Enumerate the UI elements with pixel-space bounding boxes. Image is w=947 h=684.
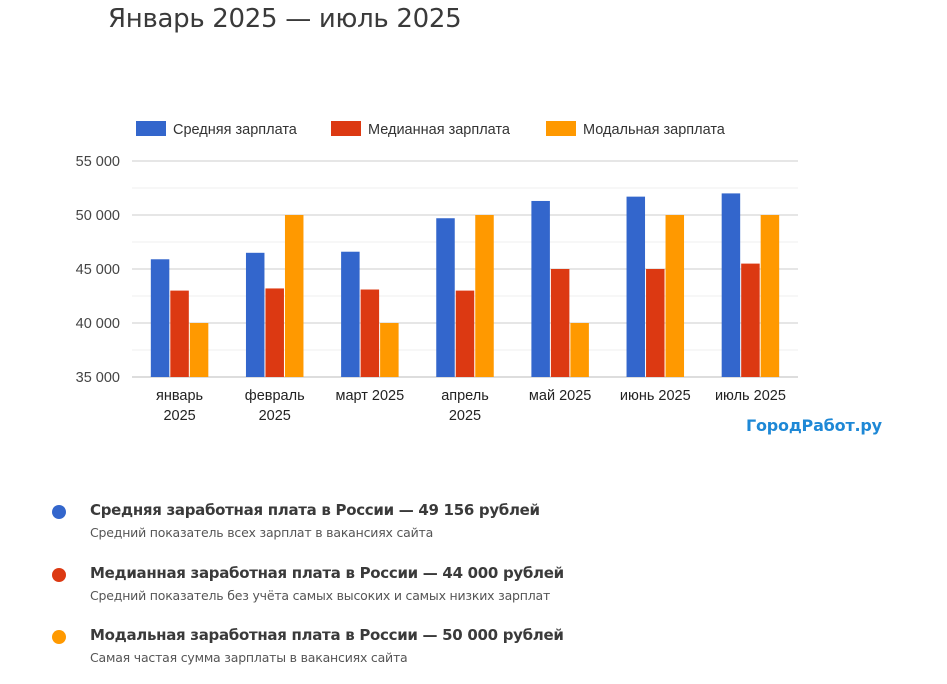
x-tick-label: январь xyxy=(156,388,203,404)
note-modal-salary: Модальная заработная плата в России — 50… xyxy=(52,623,752,684)
bar xyxy=(570,323,589,377)
y-tick-label: 40 000 xyxy=(76,316,120,332)
bar xyxy=(721,193,741,377)
chart-legend: Средняя зарплата Медианная зарплата Модаль… xyxy=(136,121,726,138)
legend-swatch xyxy=(546,121,576,136)
note-title: Модальная заработная плата в России — 50… xyxy=(90,626,564,644)
bar xyxy=(284,215,304,377)
bar xyxy=(475,215,494,377)
bar xyxy=(436,218,455,377)
y-tick-label: 50 000 xyxy=(76,208,120,224)
note-title: Средняя заработная плата в России — 49 1… xyxy=(90,501,540,519)
bar xyxy=(265,288,284,377)
bar xyxy=(150,259,170,377)
bar xyxy=(760,215,780,377)
x-tick-label: март 2025 xyxy=(335,388,404,404)
salary-bar-chart: Средняя зарплата Медианная зарплата Модаль… xyxy=(76,121,798,424)
bar xyxy=(360,289,380,377)
x-axis: январь 2025 февраль 2025 март 2025 апрель 2025… xyxy=(156,388,786,424)
orange-dot-icon xyxy=(52,630,66,644)
legend-label: Средняя зарплата xyxy=(173,122,298,138)
bar xyxy=(189,323,209,377)
page-title: Январь 2025 — июль 2025 xyxy=(108,4,462,34)
salary-notes-list: Средняя заработная плата в России — 49 1… xyxy=(52,498,752,684)
y-axis: 35 000 40 000 45 000 50 000 55 000 xyxy=(76,154,120,386)
site-logo-watermark: ГородРабот.ру xyxy=(746,416,882,435)
note-description: Средний показатель всех зарплат в ваканс… xyxy=(90,525,434,540)
legend-label: Медианная зарплата xyxy=(368,122,511,138)
blue-dot-icon xyxy=(52,505,66,519)
bar xyxy=(665,215,685,377)
x-tick-label: 2025 xyxy=(259,408,291,424)
x-tick-label: 2025 xyxy=(163,408,195,424)
bar xyxy=(455,290,475,377)
bar xyxy=(170,290,189,377)
x-tick-label: май 2025 xyxy=(529,388,591,404)
bar xyxy=(380,323,399,377)
red-dot-icon xyxy=(52,567,66,582)
x-tick-label: июнь 2025 xyxy=(620,388,691,404)
note-median-salary: Медианная заработная плата в России — 44… xyxy=(52,561,752,624)
legend-swatch xyxy=(331,121,361,136)
legend-swatch xyxy=(136,121,166,136)
x-tick-label: апрель xyxy=(441,388,489,404)
x-tick-label: 2025 xyxy=(449,408,481,424)
bar xyxy=(626,196,646,377)
legend-label: Модальная зарплата xyxy=(583,122,726,138)
y-tick-label: 55 000 xyxy=(76,154,120,170)
note-title: Медианная заработная плата в России — 44… xyxy=(90,563,564,582)
bar xyxy=(341,251,360,377)
bar xyxy=(646,269,665,377)
y-tick-label: 45 000 xyxy=(76,262,120,278)
x-tick-label: июль 2025 xyxy=(715,388,786,404)
x-tick-label: февраль xyxy=(245,388,305,404)
chart-bars xyxy=(150,193,780,377)
bar xyxy=(741,263,760,377)
y-tick-label: 35 000 xyxy=(76,370,120,386)
note-description: Самая частая сумма зарплаты в вакансиях … xyxy=(90,650,408,665)
bar xyxy=(531,200,550,377)
note-average-salary: Средняя заработная плата в России — 49 1… xyxy=(52,498,752,561)
bar xyxy=(550,269,570,377)
note-description: Средний показатель без учёта самых высок… xyxy=(90,587,551,603)
bar xyxy=(245,252,265,377)
